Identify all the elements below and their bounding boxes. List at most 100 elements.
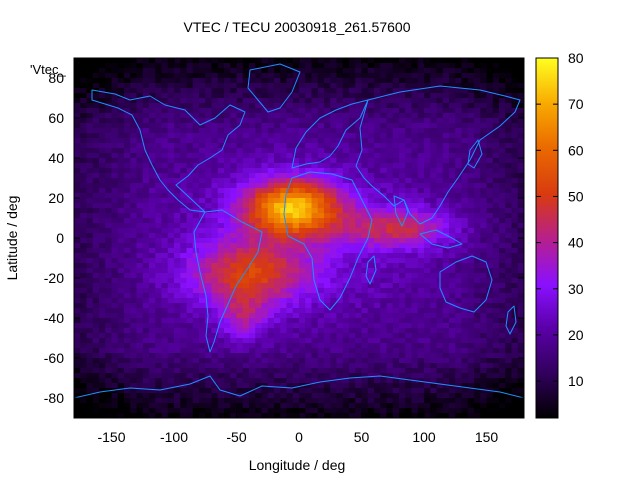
heatmap-cell xyxy=(205,63,213,69)
heatmap-cell xyxy=(430,78,438,84)
heatmap-cell xyxy=(405,138,413,144)
heatmap-cell xyxy=(255,63,263,69)
heatmap-cell xyxy=(405,353,413,359)
heatmap-cell xyxy=(230,253,238,259)
heatmap-cell xyxy=(86,173,94,179)
heatmap-cell xyxy=(217,63,225,69)
heatmap-cell xyxy=(399,393,406,399)
heatmap-cell xyxy=(224,318,231,324)
heatmap-cell xyxy=(330,233,338,239)
heatmap-cell xyxy=(324,213,331,219)
heatmap-cell xyxy=(130,103,138,109)
heatmap-cell xyxy=(442,268,450,274)
heatmap-cell xyxy=(149,403,156,409)
heatmap-cell xyxy=(349,73,356,79)
heatmap-cell xyxy=(461,143,469,149)
heatmap-cell xyxy=(180,313,188,319)
heatmap-cell xyxy=(149,303,156,309)
heatmap-cell xyxy=(74,378,81,384)
heatmap-cell xyxy=(367,108,375,114)
heatmap-cell xyxy=(142,248,150,254)
heatmap-cell xyxy=(486,178,494,184)
heatmap-cell xyxy=(486,398,494,404)
heatmap-cell xyxy=(111,108,119,114)
heatmap-cell xyxy=(199,233,206,239)
heatmap-cell xyxy=(299,333,306,339)
heatmap-cell xyxy=(392,393,400,399)
heatmap-cell xyxy=(411,103,419,109)
heatmap-cell xyxy=(86,113,94,119)
heatmap-cell xyxy=(386,368,394,374)
heatmap-cell xyxy=(317,363,325,369)
heatmap-cell xyxy=(317,108,325,114)
heatmap-cell xyxy=(74,83,81,89)
heatmap-cell xyxy=(117,363,125,369)
heatmap-cell xyxy=(192,393,200,399)
heatmap-cell xyxy=(455,153,463,159)
heatmap-cell xyxy=(349,303,356,309)
heatmap-cell xyxy=(255,73,263,79)
heatmap-cell xyxy=(411,183,419,189)
heatmap-cell xyxy=(117,293,125,299)
heatmap-cell xyxy=(424,93,431,99)
heatmap-cell xyxy=(411,228,419,234)
heatmap-cell xyxy=(142,113,150,119)
heatmap-cell xyxy=(80,198,88,204)
heatmap-cell xyxy=(224,193,231,199)
heatmap-cell xyxy=(174,243,181,249)
heatmap-cell xyxy=(367,63,375,69)
heatmap-cell xyxy=(142,403,150,409)
heatmap-cell xyxy=(142,173,150,179)
heatmap-cell xyxy=(424,103,431,109)
heatmap-cell xyxy=(180,338,188,344)
heatmap-cell xyxy=(399,323,406,329)
heatmap-cell xyxy=(305,138,313,144)
heatmap-cell xyxy=(361,233,369,239)
heatmap-cell xyxy=(430,408,438,414)
heatmap-cell xyxy=(480,318,488,324)
heatmap-cell xyxy=(392,298,400,304)
heatmap-cell xyxy=(105,383,113,389)
heatmap-cell xyxy=(267,323,275,329)
heatmap-cell xyxy=(430,173,438,179)
heatmap-cell xyxy=(99,273,106,279)
heatmap-cell xyxy=(199,248,206,254)
heatmap-cell xyxy=(136,348,144,354)
heatmap-cell xyxy=(230,113,238,119)
heatmap-cell xyxy=(505,93,513,99)
heatmap-cell xyxy=(217,138,225,144)
heatmap-cell xyxy=(474,388,481,394)
heatmap-cell xyxy=(355,383,363,389)
heatmap-cell xyxy=(467,288,475,294)
heatmap-cell xyxy=(167,83,175,89)
heatmap-cell xyxy=(117,58,125,64)
heatmap-cell xyxy=(130,363,138,369)
heatmap-cell xyxy=(74,68,81,74)
heatmap-cell xyxy=(186,253,194,259)
heatmap-cell xyxy=(130,388,138,394)
heatmap-cell xyxy=(430,258,438,264)
heatmap-cell xyxy=(324,133,331,139)
heatmap-cell xyxy=(124,338,131,344)
heatmap-cell xyxy=(324,303,331,309)
heatmap-cell xyxy=(392,133,400,139)
heatmap-cell xyxy=(380,388,388,394)
heatmap-cell xyxy=(205,73,213,79)
heatmap-cell xyxy=(130,193,138,199)
heatmap-cell xyxy=(199,223,206,229)
heatmap-cell xyxy=(436,93,444,99)
heatmap-cell xyxy=(105,228,113,234)
heatmap-cell xyxy=(442,213,450,219)
heatmap-cell xyxy=(186,368,194,374)
heatmap-cell xyxy=(111,68,119,74)
heatmap-cell xyxy=(130,223,138,229)
heatmap-cell xyxy=(99,378,106,384)
heatmap-cell xyxy=(317,308,325,314)
heatmap-cell xyxy=(467,373,475,379)
heatmap-cell xyxy=(374,63,381,69)
heatmap-cell xyxy=(111,103,119,109)
heatmap-cell xyxy=(486,378,494,384)
heatmap-cell xyxy=(236,298,244,304)
heatmap-cell xyxy=(149,68,156,74)
heatmap-cell xyxy=(505,173,513,179)
